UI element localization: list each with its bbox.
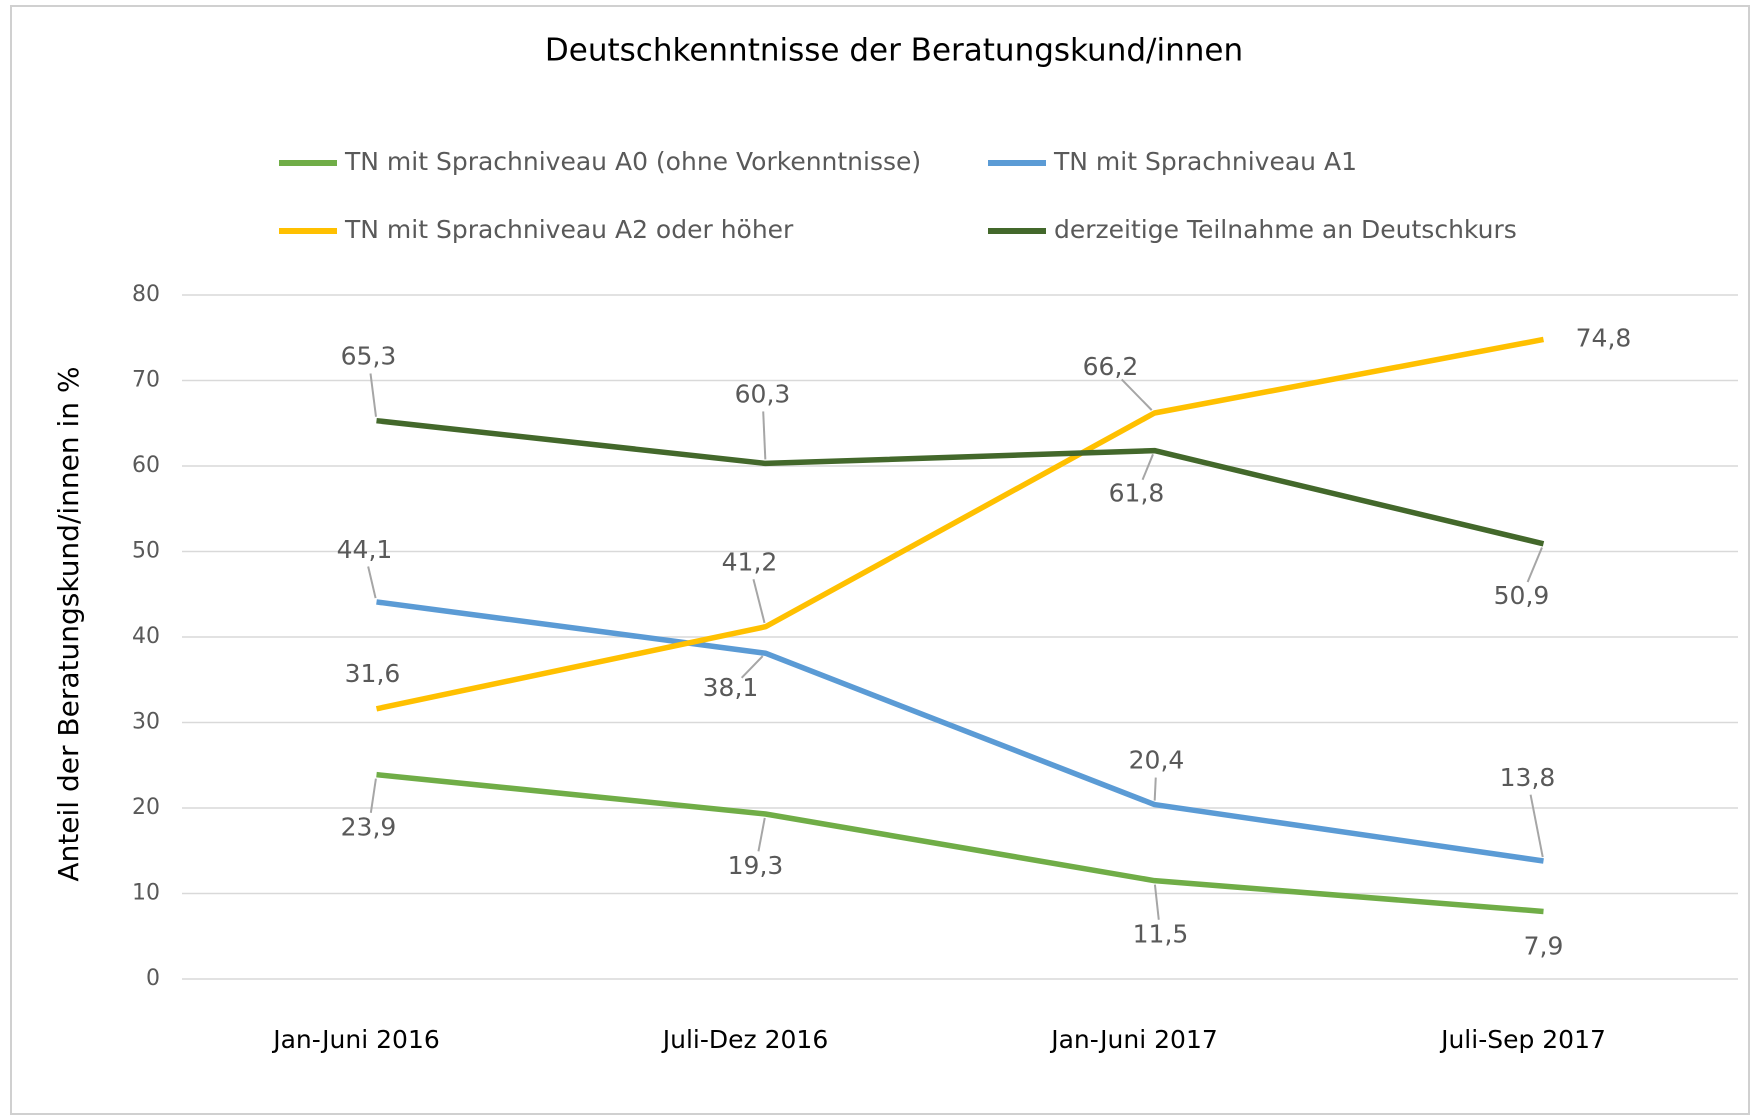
leader-line [757, 817, 766, 852]
y-tick-label: 70 [132, 368, 160, 393]
data-label: 60,3 [735, 379, 791, 408]
leader-line [369, 373, 377, 417]
x-tick-label: Jan-Juni 2016 [271, 1025, 440, 1054]
chart-border [10, 5, 1750, 1115]
data-label: 11,5 [1133, 920, 1189, 949]
x-tick-label: Juli-Sep 2017 [1439, 1025, 1606, 1054]
data-label: 61,8 [1109, 479, 1165, 508]
leader-line [740, 655, 764, 679]
data-label: 20,4 [1129, 746, 1185, 775]
chart-title: Deutschkenntnisse der Beratungskund/inne… [545, 33, 1243, 69]
y-tick-label: 0 [146, 966, 160, 991]
data-label: 31,6 [345, 659, 401, 688]
data-label: 41,2 [722, 548, 778, 577]
legend-label: TN mit Sprachniveau A1 [1053, 147, 1357, 176]
y-tick-label: 60 [132, 453, 160, 478]
y-tick-label: 30 [132, 710, 160, 735]
y-tick-label: 20 [132, 795, 160, 820]
y-tick-label: 10 [132, 881, 160, 906]
legend-label: TN mit Sprachniveau A2 oder höher [344, 215, 794, 244]
leader-line [1526, 547, 1543, 583]
series-line [376, 771, 1544, 915]
data-label: 13,8 [1500, 763, 1556, 792]
data-label: 65,3 [341, 342, 397, 371]
y-tick-label: 50 [132, 539, 160, 564]
x-tick-label: Juli-Dez 2016 [661, 1025, 828, 1054]
series-line [376, 417, 1545, 547]
data-label: 7,9 [1524, 931, 1564, 960]
leader-line [369, 778, 377, 813]
leader-line [367, 566, 377, 599]
leader-line [1153, 884, 1160, 920]
data-label: 44,1 [337, 535, 393, 564]
leader-line [1141, 453, 1154, 481]
legend-label: TN mit Sprachniveau A0 (ohne Vorkenntnis… [344, 147, 921, 176]
y-tick-label: 40 [132, 624, 160, 649]
data-label: 66,2 [1083, 352, 1139, 381]
data-label: 50,9 [1494, 581, 1550, 610]
data-label: 74,8 [1576, 323, 1632, 352]
series-line [376, 599, 1544, 864]
leader-line [1153, 777, 1157, 801]
leader-line [1120, 378, 1153, 411]
leader-line [752, 579, 766, 624]
data-label: 23,9 [341, 813, 397, 842]
data-label: 38,1 [703, 673, 759, 702]
leader-line [1529, 794, 1544, 858]
x-tick-label: Jan-Juni 2017 [1049, 1025, 1218, 1054]
series-line [375, 336, 1545, 712]
y-axis-title: Anteil der Beratungskund/innen in % [52, 366, 85, 881]
leader-line [762, 411, 767, 460]
y-tick-label: 80 [132, 282, 160, 307]
legend-label: derzeitige Teilnahme an Deutschkurs [1054, 215, 1517, 244]
data-label: 19,3 [728, 851, 784, 880]
